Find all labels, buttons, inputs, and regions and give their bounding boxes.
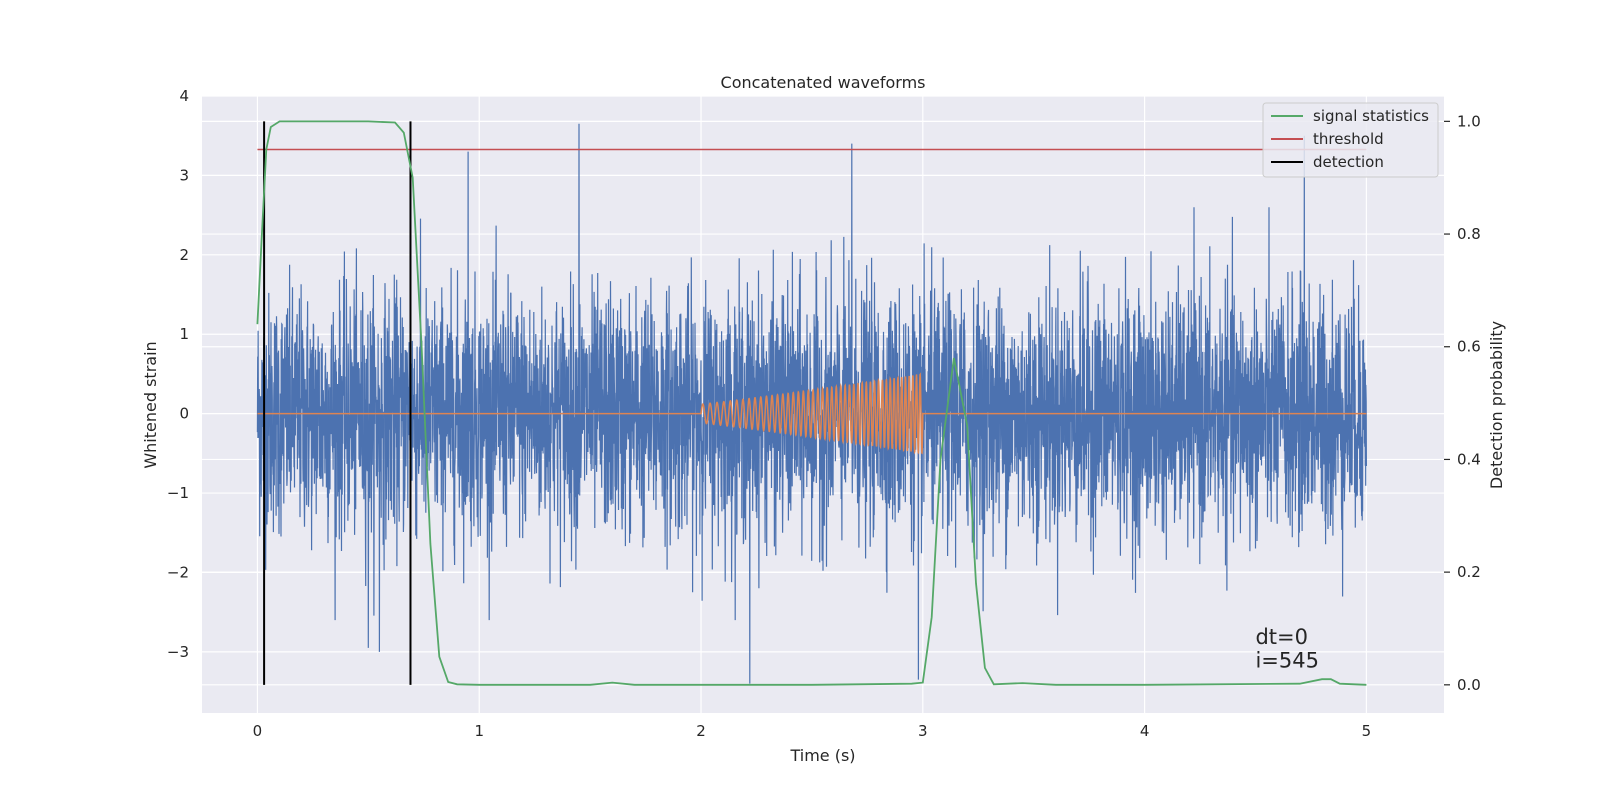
x-tick-label: 4 <box>1140 722 1150 740</box>
y2-axis-label: Detection probability <box>1487 321 1506 489</box>
x-axis-ticks: 0 1 2 3 4 5 <box>253 722 1371 740</box>
x-tick-label: 0 <box>253 722 263 740</box>
y2-tick-label: 0.8 <box>1457 225 1481 243</box>
x-tick-label: 3 <box>918 722 928 740</box>
y2-axis-ticks: 0.0 0.2 0.4 0.6 0.8 1.0 <box>1444 112 1481 694</box>
legend-label-threshold: threshold <box>1313 130 1384 148</box>
legend-label-signal-statistics: signal statistics <box>1313 107 1429 125</box>
annotation-dt: dt=0 <box>1255 625 1308 649</box>
y2-tick-label: 0.6 <box>1457 338 1481 356</box>
y-axis-ticks: −3 −2 −1 0 1 2 3 4 <box>167 87 189 661</box>
x-tick-label: 1 <box>474 722 484 740</box>
y-tick-label: 0 <box>179 405 189 423</box>
x-axis-label: Time (s) <box>789 746 855 765</box>
y-tick-label: 4 <box>179 87 189 105</box>
plot-area <box>256 120 1367 686</box>
chirp-series-line <box>257 372 1367 455</box>
y-tick-label: 1 <box>179 325 189 343</box>
y2-tick-label: 0.2 <box>1457 563 1481 581</box>
y2-tick-label: 0.4 <box>1457 450 1481 468</box>
y-tick-label: 2 <box>179 246 189 264</box>
y2-tick-label: 0.0 <box>1457 676 1481 694</box>
y-tick-label: 3 <box>179 166 189 184</box>
detection-lines <box>263 121 412 685</box>
y-tick-label: −3 <box>167 643 189 661</box>
y-axis-label: Whitened strain <box>141 341 160 468</box>
x-tick-label: 2 <box>696 722 706 740</box>
chart-title: Concatenated waveforms <box>721 73 926 92</box>
annotation-i: i=545 <box>1255 649 1319 673</box>
x-tick-label: 5 <box>1362 722 1372 740</box>
y-tick-label: −1 <box>167 484 189 502</box>
y2-tick-label: 1.0 <box>1457 112 1481 130</box>
y-tick-label: −2 <box>167 563 189 581</box>
legend: signal statistics threshold detection <box>1262 102 1439 178</box>
signal-statistics-line <box>256 120 1367 686</box>
legend-box <box>1262 102 1439 178</box>
legend-label-detection: detection <box>1313 153 1384 171</box>
annotations: dt=0 i=545 <box>1255 625 1319 673</box>
